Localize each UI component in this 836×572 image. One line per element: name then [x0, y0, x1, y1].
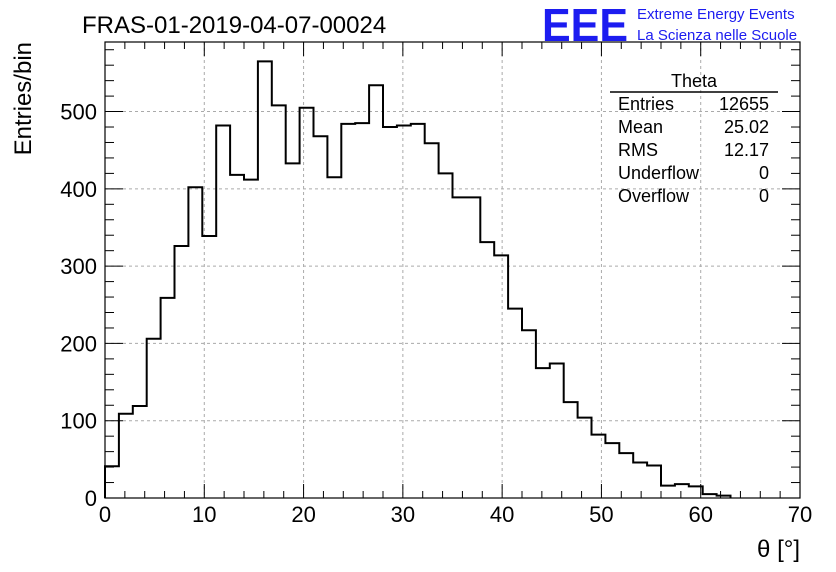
eee-logo: EEE Extreme Energy Events La Scienza nel… [542, 0, 797, 51]
histogram-bin [272, 105, 286, 498]
x-tick-label: 50 [589, 502, 613, 527]
histogram-bin [341, 124, 355, 498]
x-tick-label: 10 [192, 502, 216, 527]
histogram-bin [369, 85, 383, 498]
y-tick-label: 400 [60, 177, 97, 202]
histogram-bin [258, 61, 272, 498]
chart-title: FRAS-01-2019-04-07-00024 [82, 12, 386, 39]
y-tick-labels: 0 100 200 300 400 500 [60, 100, 97, 511]
histogram-bin [494, 255, 508, 498]
x-tick-label: 40 [490, 502, 514, 527]
histogram-bin [300, 108, 314, 498]
histogram-bin [536, 368, 550, 498]
histogram-bin [175, 246, 189, 498]
x-tick-label: 30 [391, 502, 415, 527]
histogram-bin [480, 242, 494, 498]
y-tick-label: 500 [60, 100, 97, 125]
x-axis-label: θ [°] [757, 536, 800, 563]
histogram-bin [439, 173, 453, 498]
stats-box: Theta Entries 12655 Mean 25.02 RMS 12.17 Under… [610, 71, 778, 206]
histogram-bin [522, 330, 536, 498]
stats-row-value: 12655 [719, 94, 769, 114]
histogram-bin [425, 143, 439, 498]
y-tick-label: 100 [60, 409, 97, 434]
x-tick-label: 70 [788, 502, 812, 527]
histogram-bin [244, 180, 258, 498]
histogram-bin [578, 418, 592, 498]
histogram-bin [411, 124, 425, 498]
histogram-bin [147, 339, 161, 498]
histogram-bin [327, 177, 341, 498]
logo-mark: EEE [542, 0, 628, 51]
stats-title: Theta [671, 71, 718, 91]
stats-row-value: 12.17 [724, 140, 769, 160]
logo-line1: Extreme Energy Events [637, 6, 795, 23]
y-axis-label: Entries/bin [10, 42, 37, 155]
plot-frame [104, 41, 801, 499]
histogram-bin [661, 486, 675, 498]
histogram-bin [453, 197, 467, 498]
histogram-bin [119, 414, 133, 498]
histogram-bin [161, 298, 175, 498]
histogram-bin [216, 125, 230, 498]
histogram-bin [383, 127, 397, 498]
stats-row-value: 0 [759, 163, 769, 183]
histogram-bin [675, 484, 689, 498]
histogram-outline [104, 60, 732, 498]
x-tick-label: 20 [291, 502, 315, 527]
histogram-bin [230, 175, 244, 498]
histogram-bin [397, 125, 411, 498]
stats-row-value: 0 [759, 186, 769, 206]
stats-row-label: Entries [618, 94, 674, 114]
histogram-bin [314, 136, 328, 498]
y-tick-label: 0 [85, 486, 97, 511]
histogram-bin [605, 443, 619, 498]
grid-lines [105, 42, 800, 498]
stats-row-value: 25.02 [724, 117, 769, 137]
stats-row-label: Overflow [618, 186, 690, 206]
histogram-bin [133, 406, 147, 498]
logo-line2: La Scienza nelle Scuole [637, 27, 797, 44]
histogram-bin [188, 187, 202, 498]
axis-ticks [104, 42, 801, 499]
histogram-bin [286, 163, 300, 498]
histogram-bin [202, 236, 216, 498]
stats-row-label: Underflow [618, 163, 700, 183]
histogram-bin [550, 364, 564, 498]
stats-row-label: RMS [618, 140, 658, 160]
histogram-bin [508, 309, 522, 498]
histogram-bin [647, 466, 661, 498]
y-tick-label: 200 [60, 331, 97, 356]
y-tick-label: 300 [60, 254, 97, 279]
x-tick-labels: 0 10 20 30 40 50 60 70 [99, 502, 812, 527]
stats-row-label: Mean [618, 117, 663, 137]
x-tick-label: 60 [688, 502, 712, 527]
histogram-bin [633, 462, 647, 498]
histogram-bin [466, 197, 480, 498]
histogram-bin [592, 435, 606, 498]
histogram-bin [355, 123, 369, 498]
histogram-bin [564, 402, 578, 498]
x-tick-label: 0 [99, 502, 111, 527]
